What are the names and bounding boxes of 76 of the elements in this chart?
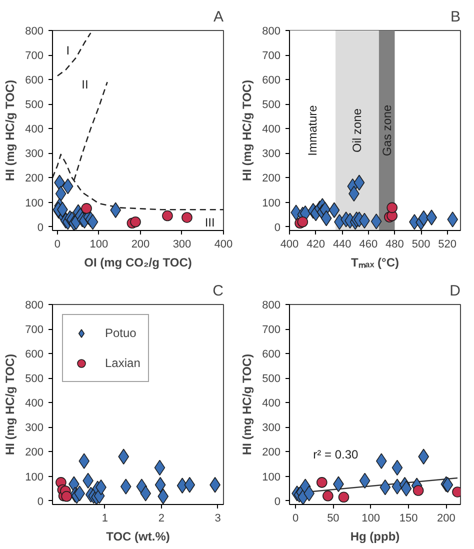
y-axis-title: HI (mg HC/g TOC): [240, 80, 254, 182]
x-axis-title: Tₘₐₓ (°C): [350, 256, 400, 270]
x-tick-label: 150: [399, 512, 418, 524]
x-axis-title: TOC (wt.%): [106, 530, 170, 544]
chart-title: D: [450, 282, 461, 300]
y-axis-title: HI (mg HC/g TOC): [3, 354, 18, 456]
x-tick-label: 50: [327, 512, 340, 524]
x-tick-label: 1: [102, 512, 108, 524]
x-tick-label: 480: [386, 238, 404, 250]
y-tick-label: 600: [262, 348, 281, 361]
y-tick-label: 200: [262, 172, 281, 185]
x-tick-label: 200: [131, 238, 150, 250]
y-tick-label: 700: [25, 324, 44, 336]
x-tick-label: 460: [359, 238, 378, 250]
x-tick-label: 520: [438, 238, 457, 250]
y-tick-label: 300: [25, 422, 44, 434]
legend-label: Potuo: [105, 326, 136, 340]
y-tick-label: 300: [262, 148, 281, 160]
annotation: r² = 0.30: [313, 448, 359, 462]
band-label: Immature: [306, 104, 320, 156]
annotation: III: [204, 216, 215, 230]
y-tick-label: 200: [262, 446, 281, 459]
x-axis-title: Hg (ppb): [350, 530, 400, 544]
y-tick-label: 500: [262, 373, 281, 386]
y-tick-label: 0: [274, 496, 281, 508]
y-axis-title: HI (mg HC/g TOC): [240, 354, 254, 456]
x-tick-label: 3: [214, 512, 221, 524]
y-tick-label: 300: [25, 148, 44, 160]
annotation: I: [66, 44, 70, 58]
y-tick-label: 800: [25, 26, 44, 38]
y-tick-label: 500: [25, 373, 44, 386]
y-tick-label: 800: [25, 300, 44, 312]
chart-title: C: [212, 282, 224, 300]
y-tick-label: 600: [25, 74, 44, 87]
y-tick-label: 100: [262, 471, 281, 484]
y-tick-label: 500: [262, 99, 281, 112]
y-tick-label: 100: [262, 197, 281, 210]
legend-label: Laxian: [105, 356, 140, 370]
x-tick-label: 2: [158, 512, 164, 524]
y-tick-label: 200: [25, 172, 44, 185]
y-tick-label: 100: [25, 197, 44, 210]
y-tick-label: 700: [262, 324, 281, 336]
y-tick-label: 400: [262, 398, 281, 410]
y-tick-label: 300: [262, 422, 281, 434]
y-tick-label: 400: [262, 124, 281, 136]
y-tick-label: 400: [25, 398, 44, 410]
x-tick-label: 100: [90, 238, 108, 250]
x-tick-label: 300: [172, 238, 192, 250]
y-tick-label: 0: [37, 222, 44, 234]
x-tick-label: 0: [292, 512, 299, 524]
x-tick-label: 500: [412, 238, 430, 250]
y-tick-label: 700: [25, 50, 44, 62]
x-tick-label: 200: [437, 512, 456, 524]
y-tick-label: 100: [25, 471, 44, 484]
chart-title: A: [213, 8, 224, 26]
x-axis-title: OI (mg CO₂/g TOC): [84, 256, 192, 270]
y-axis-title: HI (mg HC/g TOC): [3, 80, 18, 182]
y-tick-label: 400: [25, 124, 44, 136]
band-label: Gas zone: [380, 104, 394, 156]
x-tick-label: 420: [306, 238, 325, 250]
y-tick-label: 600: [262, 74, 281, 87]
y-tick-label: 0: [274, 222, 281, 234]
x-tick-label: 400: [214, 238, 233, 250]
y-tick-label: 200: [25, 446, 44, 459]
y-tick-label: 600: [25, 348, 44, 361]
annotation: II: [82, 78, 88, 92]
y-tick-label: 800: [262, 300, 281, 312]
band-label: Oil zone: [350, 108, 364, 153]
y-tick-label: 800: [262, 26, 281, 38]
x-tick-label: 0: [54, 238, 61, 250]
y-tick-label: 700: [262, 50, 281, 62]
chart-title: B: [450, 8, 461, 26]
y-tick-label: 500: [25, 99, 44, 112]
x-tick-label: 440: [332, 238, 352, 250]
x-tick-label: 100: [362, 512, 380, 524]
y-tick-label: 0: [37, 496, 44, 508]
